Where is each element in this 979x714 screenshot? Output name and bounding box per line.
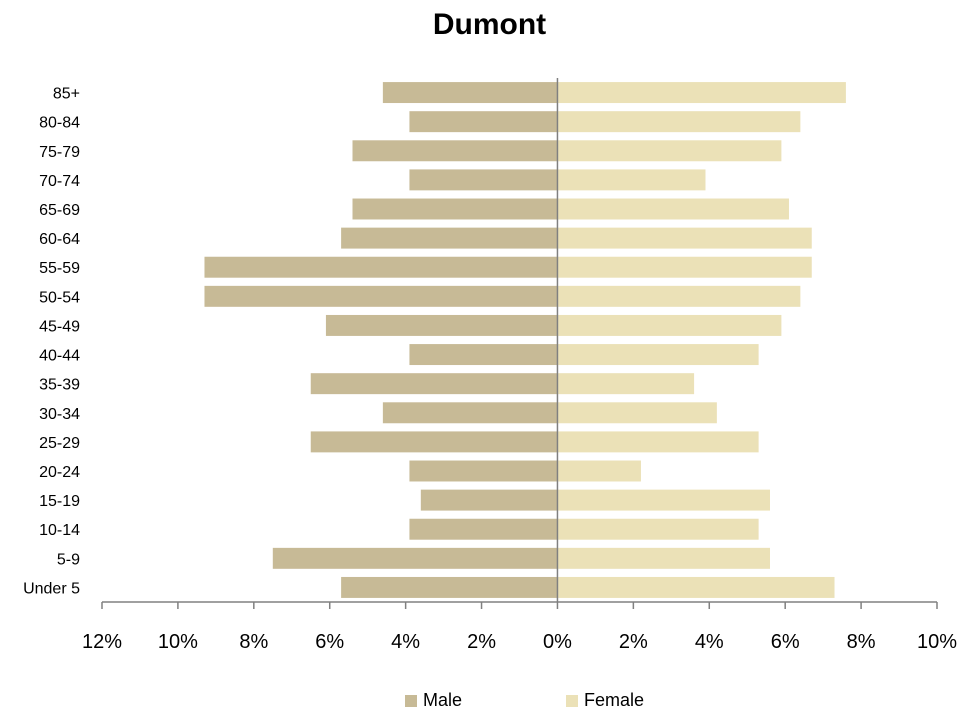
bar-female-15-19 [557,489,770,511]
x-tick-label: 2% [467,631,496,653]
bar-female-Under-5 [557,576,835,598]
x-tick-label: 10% [158,631,198,653]
bar-female-5-9 [557,547,770,569]
bar-female-30-34 [557,402,717,424]
bar-male-Under-5 [341,576,558,598]
x-tick-label: 6% [771,631,800,653]
x-tick-label: 8% [239,631,268,653]
bar-male-80-84 [409,111,558,133]
x-tick-label: 4% [695,631,724,653]
bar-male-5-9 [272,547,558,569]
bar-male-30-34 [382,402,558,424]
legend-item-male: Male [405,690,462,711]
bar-female-25-29 [557,431,759,453]
chart-title: Dumont [432,8,547,41]
x-tick-label: 2% [619,631,648,653]
bar-male-15-19 [420,489,558,511]
y-tick-label: 75-79 [39,144,80,161]
bar-female-80-84 [557,111,801,133]
y-tick-label: 65-69 [39,202,80,219]
bar-male-50-54 [204,285,558,307]
bar-male-45-49 [325,314,558,336]
legend: Male Female [0,690,979,714]
bar-female-50-54 [557,285,801,307]
bar-male-25-29 [310,431,558,453]
bar-male-55-59 [204,256,558,278]
bar-male-70-74 [409,169,558,191]
y-tick-label: 5-9 [57,551,80,568]
y-tick-label: 55-59 [39,260,80,277]
legend-label-male: Male [423,690,463,710]
x-tick-label: 10% [917,631,957,653]
legend-label-female: Female [584,690,645,710]
y-tick-label: 40-44 [39,348,80,365]
legend-swatch-male [405,694,417,707]
bar-female-85plus [557,82,846,104]
bar-male-75-79 [352,140,558,162]
legend-item-female: Female [566,690,644,711]
bar-female-55-59 [557,256,812,278]
y-tick-label: 10-14 [39,522,80,539]
x-tick-label: 8% [847,631,876,653]
bar-male-10-14 [409,518,558,540]
bar-male-20-24 [409,460,558,482]
y-tick-label: 60-64 [39,231,80,248]
y-tick-label: 25-29 [39,435,80,452]
y-tick-label: 45-49 [39,318,80,335]
y-tick-label: 30-34 [39,406,80,423]
bar-female-40-44 [557,344,759,366]
x-tick-label: 0% [543,631,572,653]
y-tick-label: 35-39 [39,377,80,394]
bar-male-60-64 [341,227,558,249]
x-tick-label: 6% [315,631,344,653]
bar-female-60-64 [557,227,812,249]
y-tick-label: 70-74 [39,173,80,190]
bar-female-20-24 [557,460,641,482]
bar-male-35-39 [310,373,558,395]
bar-female-35-39 [557,373,695,395]
bar-female-70-74 [557,169,706,191]
y-tick-label: Under 5 [23,580,80,597]
bar-male-65-69 [352,198,558,220]
x-tick-label: 4% [391,631,420,653]
y-tick-label: 20-24 [39,464,80,481]
y-tick-label: 85+ [53,86,80,103]
bar-male-40-44 [409,344,558,366]
y-tick-label: 80-84 [39,115,80,132]
legend-swatch-female [566,694,578,707]
x-tick-label: 12% [82,631,122,653]
y-tick-label: 50-54 [39,289,80,306]
bar-female-10-14 [557,518,759,540]
bar-female-65-69 [557,198,789,220]
bar-male-85plus [382,82,558,104]
bar-female-45-49 [557,314,782,336]
bar-female-75-79 [557,140,782,162]
y-tick-label: 15-19 [39,493,80,510]
